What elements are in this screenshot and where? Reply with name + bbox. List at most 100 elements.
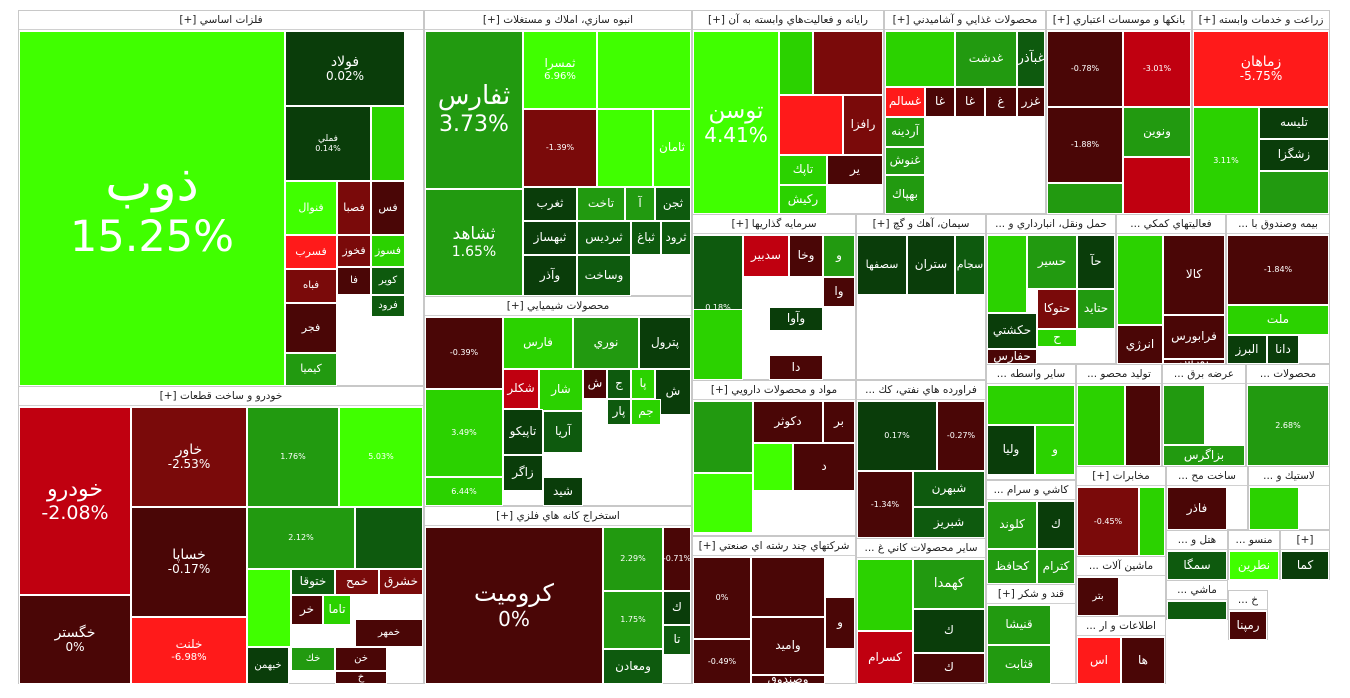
stock-tile[interactable]: غ bbox=[985, 87, 1017, 117]
stock-tile[interactable]: حآ bbox=[1077, 235, 1115, 289]
stock-tile[interactable]: غبآذر bbox=[1017, 31, 1045, 87]
stock-tile[interactable]: بر bbox=[823, 401, 855, 443]
stock-tile[interactable] bbox=[1123, 157, 1191, 214]
stock-tile[interactable]: آ bbox=[625, 187, 655, 221]
stock-tile[interactable]: حتايد bbox=[1077, 289, 1115, 329]
stock-tile[interactable]: خن bbox=[335, 647, 387, 671]
stock-tile[interactable]: فنوال bbox=[285, 181, 337, 235]
stock-tile[interactable]: كحافظ bbox=[987, 549, 1037, 584]
sector-title[interactable]: فراورده هاي نفتي، كك ... bbox=[857, 381, 985, 400]
stock-tile[interactable]: 3.11% bbox=[1193, 107, 1259, 214]
stock-tile[interactable]: كيميا bbox=[285, 353, 337, 386]
stock-tile[interactable]: ذوب 15.25% bbox=[19, 31, 285, 386]
stock-tile[interactable]: رافزا bbox=[843, 95, 883, 155]
sector-title[interactable]: شركتهاي چند رشته اي صنعتي [+] bbox=[693, 537, 855, 556]
stock-tile[interactable] bbox=[693, 473, 753, 533]
stock-tile[interactable] bbox=[355, 507, 423, 569]
sector-title[interactable]: محصولات شيميايي [+] bbox=[425, 297, 691, 316]
stock-tile[interactable]: آردينه bbox=[885, 117, 925, 147]
stock-tile[interactable] bbox=[1167, 601, 1227, 620]
stock-tile[interactable] bbox=[779, 95, 843, 155]
stock-tile[interactable]: پترول bbox=[639, 317, 691, 369]
stock-tile[interactable]: ج bbox=[607, 369, 631, 399]
stock-tile[interactable]: فصبا bbox=[337, 181, 371, 235]
sector-title[interactable]: ساخت مح ... bbox=[1167, 467, 1247, 486]
stock-tile[interactable]: و bbox=[825, 597, 855, 649]
stock-tile[interactable]: ها bbox=[1121, 637, 1165, 684]
stock-tile[interactable]: و bbox=[823, 235, 855, 277]
sector-title[interactable]: [+] bbox=[1281, 531, 1329, 550]
stock-tile[interactable]: -1.34% bbox=[857, 471, 913, 538]
stock-tile[interactable] bbox=[751, 557, 825, 617]
sector-title[interactable]: ماشي ... bbox=[1167, 581, 1227, 600]
stock-tile[interactable] bbox=[885, 31, 955, 87]
stock-tile[interactable]: -1.39% bbox=[523, 109, 597, 187]
stock-tile[interactable]: -0.27% bbox=[937, 401, 985, 471]
sector-title[interactable]: عرضه برق ... bbox=[1163, 365, 1245, 384]
stock-tile[interactable] bbox=[693, 309, 743, 380]
stock-tile[interactable]: غنوش bbox=[885, 147, 925, 175]
stock-tile[interactable]: تليسه bbox=[1259, 107, 1329, 139]
stock-tile[interactable] bbox=[371, 106, 405, 181]
stock-tile[interactable]: رمپنا bbox=[1229, 611, 1267, 640]
sector-title[interactable]: قند و شكر [+] bbox=[987, 585, 1075, 604]
sector-title[interactable]: فعاليتهاي كمكي ... bbox=[1117, 215, 1225, 234]
stock-tile[interactable]: كوير bbox=[371, 267, 405, 295]
stock-tile[interactable] bbox=[1047, 183, 1123, 214]
stock-tile[interactable]: فس bbox=[371, 181, 405, 235]
stock-tile[interactable]: خگستر 0% bbox=[19, 595, 131, 684]
stock-tile[interactable]: 0% bbox=[693, 557, 751, 639]
stock-tile[interactable] bbox=[1117, 235, 1163, 325]
stock-tile[interactable]: 3.49% bbox=[425, 389, 503, 477]
stock-tile[interactable]: فسوز bbox=[371, 235, 405, 267]
stock-tile[interactable]: 2.29% bbox=[603, 527, 663, 591]
stock-tile[interactable]: دكوثر bbox=[753, 401, 823, 443]
stock-tile[interactable]: خشرق bbox=[379, 569, 423, 595]
stock-tile[interactable]: تا bbox=[663, 625, 691, 655]
stock-tile[interactable]: شبهرن bbox=[913, 471, 985, 507]
stock-tile[interactable]: غا bbox=[925, 87, 955, 117]
stock-tile[interactable]: كسرام bbox=[857, 631, 913, 684]
stock-tile[interactable]: تاپك bbox=[779, 155, 827, 185]
sector-title[interactable]: كاشي و سرام ... bbox=[987, 481, 1075, 500]
stock-tile[interactable]: -1.84% bbox=[1227, 235, 1329, 305]
stock-tile[interactable]: ك bbox=[913, 653, 985, 683]
stock-tile[interactable]: ش bbox=[583, 369, 607, 399]
stock-tile[interactable]: فولاد 0.02% bbox=[285, 31, 405, 106]
stock-tile[interactable]: فارس bbox=[503, 317, 573, 369]
stock-tile[interactable]: فاذر bbox=[1167, 487, 1227, 530]
stock-tile[interactable]: فرود bbox=[371, 295, 405, 317]
sector-title[interactable]: بانكها و موسسات اعتباري [+] bbox=[1047, 11, 1191, 30]
stock-tile[interactable]: سمگا bbox=[1167, 551, 1227, 580]
stock-tile[interactable] bbox=[987, 385, 1075, 425]
stock-tile[interactable]: پار bbox=[607, 399, 631, 425]
stock-tile[interactable] bbox=[1125, 385, 1161, 466]
stock-tile[interactable]: خ bbox=[335, 671, 387, 684]
stock-tile[interactable]: غزر bbox=[1017, 87, 1045, 117]
stock-tile[interactable]: فملي 0.14% bbox=[285, 106, 371, 181]
stock-tile[interactable]: شار bbox=[539, 369, 583, 411]
stock-tile[interactable]: ثامان bbox=[653, 109, 691, 187]
stock-tile[interactable] bbox=[987, 235, 1027, 313]
stock-tile[interactable]: ش bbox=[655, 369, 691, 415]
stock-tile[interactable]: وخا bbox=[789, 235, 823, 277]
stock-tile[interactable]: -0.39% bbox=[425, 317, 503, 389]
stock-tile[interactable]: 6.44% bbox=[425, 477, 503, 506]
stock-tile[interactable]: سدبير bbox=[743, 235, 789, 277]
stock-tile[interactable]: كترام bbox=[1037, 549, 1075, 584]
sector-title[interactable]: محصولات ... bbox=[1247, 365, 1329, 384]
stock-tile[interactable]: خلنت -6.98% bbox=[131, 617, 247, 684]
sector-title[interactable]: سرمايه گذاريها [+] bbox=[693, 215, 855, 234]
stock-tile[interactable]: بهپاك bbox=[885, 175, 925, 214]
stock-tile[interactable]: ك bbox=[1037, 501, 1075, 549]
stock-tile[interactable]: فرابورس bbox=[1163, 315, 1225, 359]
sector-title[interactable]: رايانه و فعاليت‌هاي وابسته به آن [+] bbox=[693, 11, 883, 30]
stock-tile[interactable]: ومعادن bbox=[603, 649, 663, 684]
stock-tile[interactable]: نطرين bbox=[1229, 551, 1279, 580]
stock-tile[interactable]: -0.71% bbox=[663, 527, 691, 591]
stock-tile[interactable]: جم bbox=[631, 399, 661, 425]
stock-tile[interactable]: كالا bbox=[1163, 235, 1225, 315]
stock-tile[interactable]: خبهمن bbox=[247, 647, 289, 684]
sector-title[interactable]: مواد و محصولات دارويي [+] bbox=[693, 381, 855, 400]
stock-tile[interactable]: آريا bbox=[543, 411, 583, 453]
